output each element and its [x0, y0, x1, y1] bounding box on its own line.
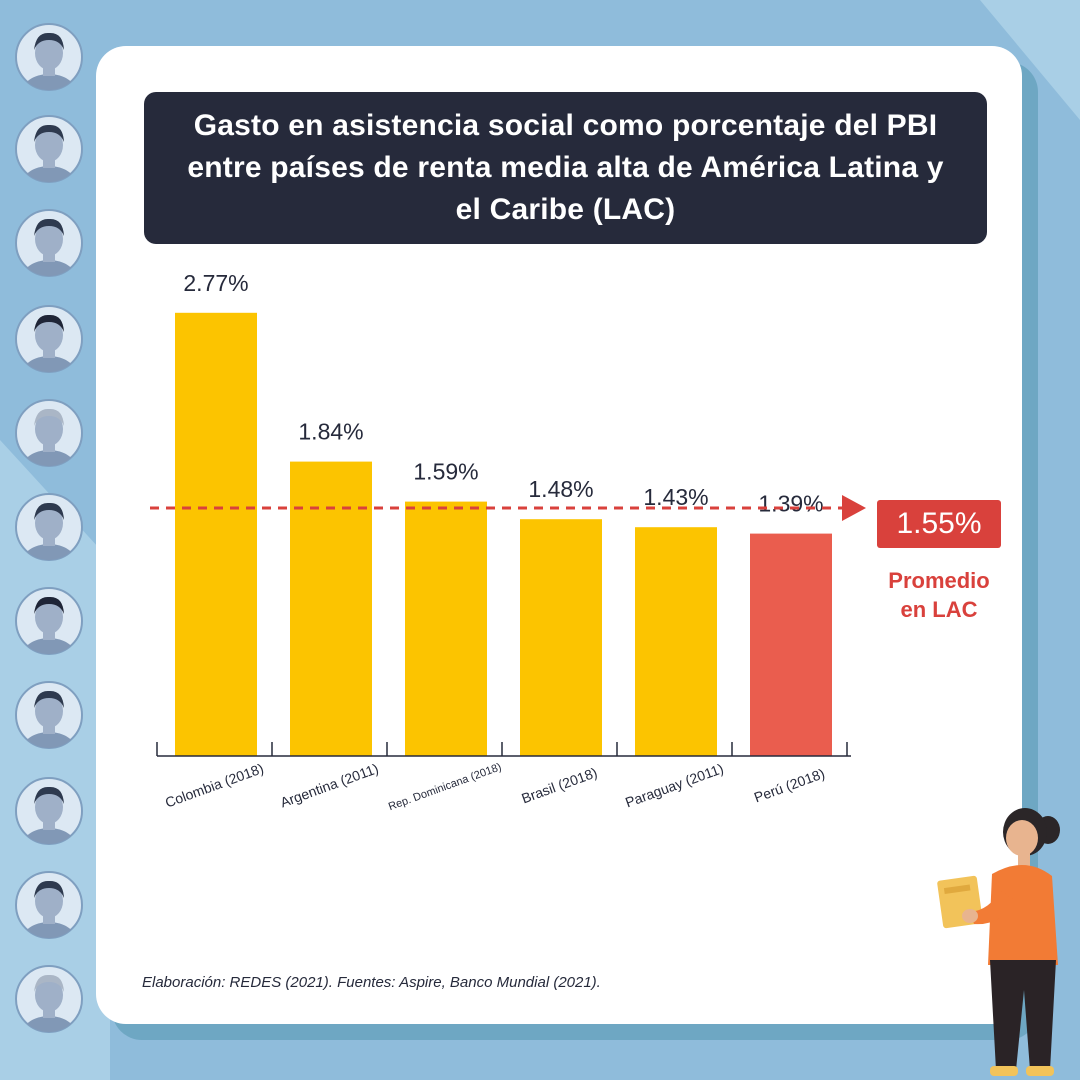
person-avatar-icon: [14, 680, 84, 750]
value-label-paraguay-2011: 1.43%: [643, 484, 708, 510]
person-avatar-icon: [14, 398, 84, 468]
person-avatar-icon: [14, 586, 84, 656]
value-label-colombia-2018: 2.77%: [183, 270, 248, 296]
person-avatar-icon: [14, 776, 84, 846]
source-note: Elaboración: REDES (2021). Fuentes: Aspi…: [142, 974, 601, 991]
person-avatar-icon: [14, 114, 84, 184]
person-avatar-icon: [14, 22, 84, 92]
chart-title: Gasto en asistencia social como porcenta…: [187, 109, 944, 226]
bar-peru-2018: [750, 533, 832, 756]
average-badge: 1.55%: [877, 500, 1001, 548]
category-label-peru-2018: Perú (2018): [752, 765, 827, 805]
category-label-paraguay-2011: Paraguay (2011): [623, 760, 725, 810]
value-label-argentina-2011: 1.84%: [298, 419, 363, 445]
average-caption-line-2: en LAC: [900, 597, 978, 622]
average-caption: Promedio en LAC: [862, 566, 1016, 624]
person-avatar-icon: [14, 208, 84, 278]
bar-colombia-2018: [175, 312, 257, 756]
value-label-rep-dominicana-2018: 1.59%: [413, 459, 478, 485]
bar-argentina-2011: [290, 461, 372, 756]
bar-paraguay-2011: [635, 527, 717, 756]
average-arrow-icon: [842, 495, 866, 521]
category-label-rep-dominicana-2018: Rep. Dominicana (2018): [387, 761, 503, 813]
person-avatar-icon: [14, 304, 84, 374]
value-label-brasil-2018: 1.48%: [528, 476, 593, 502]
woman-with-folder-illustration: [937, 808, 1060, 1076]
person-avatar-icon: [14, 964, 84, 1034]
category-label-argentina-2011: Argentina (2011): [278, 760, 380, 810]
category-label-brasil-2018: Brasil (2018): [519, 764, 599, 806]
person-avatar-icon: [14, 492, 84, 562]
person-avatar-icon: [14, 870, 84, 940]
bar-rep-dominicana-2018: [405, 501, 487, 756]
title-box: Gasto en asistencia social como porcenta…: [144, 92, 987, 244]
average-caption-line-1: Promedio: [888, 568, 990, 593]
bar-brasil-2018: [520, 519, 602, 756]
category-label-colombia-2018: Colombia (2018): [163, 760, 266, 810]
avatar-column: [14, 0, 86, 1080]
value-label-peru-2018: 1.39%: [758, 491, 823, 517]
